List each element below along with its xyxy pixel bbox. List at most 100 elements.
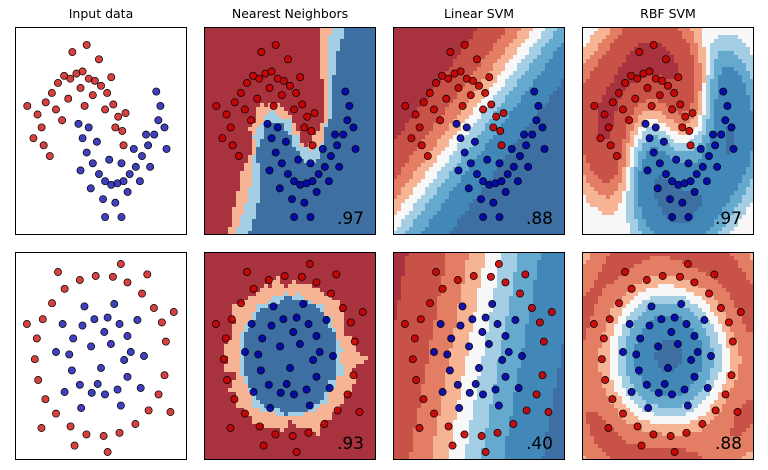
red-point-21 (265, 84, 274, 92)
red-point-8 (267, 67, 276, 76)
blue-point-23 (494, 401, 503, 410)
blue-point-19 (514, 384, 523, 392)
red-point-33 (647, 101, 656, 110)
red-point-29 (415, 424, 424, 432)
data-points (590, 40, 738, 222)
red-point-17 (460, 430, 469, 439)
red-point-17 (39, 141, 48, 150)
data-points (23, 40, 171, 222)
blue-point-5 (479, 177, 488, 186)
blue-point-25 (294, 155, 303, 164)
blue-point-11 (101, 390, 109, 399)
blue-point-0 (315, 348, 324, 356)
blue-point-29 (84, 123, 93, 132)
blue-point-13 (312, 372, 321, 381)
red-point-25 (22, 320, 31, 328)
red-point-28 (166, 408, 175, 416)
red-point-21 (333, 406, 342, 415)
blue-point-1 (267, 134, 276, 143)
red-point-3 (705, 289, 713, 298)
red-point-19 (52, 105, 60, 114)
red-point-22 (466, 91, 475, 100)
data-points (212, 40, 360, 222)
blue-point-30 (290, 213, 299, 222)
data-points (22, 260, 178, 456)
red-point-4 (690, 278, 699, 287)
blue-point-11 (138, 152, 146, 161)
red-point-29 (226, 424, 235, 432)
blue-point-28 (331, 130, 339, 139)
red-point-12 (670, 89, 679, 97)
blue-point-3 (670, 313, 679, 322)
red-point-25 (45, 152, 54, 161)
red-point-31 (688, 109, 697, 118)
blue-point-18 (247, 320, 256, 328)
red-point-8 (60, 284, 69, 293)
red-point-18 (288, 432, 297, 440)
red-point-24 (547, 308, 556, 316)
red-point-12 (481, 89, 490, 97)
red-point-10 (38, 315, 47, 324)
blue-point-15 (87, 342, 96, 351)
blue-point-9 (453, 380, 462, 389)
blue-point-21 (702, 177, 711, 186)
red-point-21 (522, 406, 531, 415)
red-point-15 (430, 409, 438, 418)
blue-point-21 (324, 177, 333, 186)
blue-point-14 (721, 116, 730, 125)
blue-point-5 (456, 321, 465, 330)
blue-point-18 (58, 320, 67, 328)
title-rbf-svm: RBF SVM (640, 6, 696, 21)
blue-point-9 (503, 170, 512, 178)
red-point-16 (119, 141, 128, 150)
red-point-17 (228, 141, 237, 150)
red-point-13 (109, 100, 118, 109)
blue-point-8 (256, 366, 265, 375)
blue-point-26 (117, 159, 126, 168)
red-point-19 (241, 105, 249, 114)
blue-point-1 (456, 134, 465, 143)
red-point-8 (627, 284, 636, 293)
blue-point-18 (625, 320, 634, 328)
red-point-21 (711, 406, 720, 415)
red-point-20 (631, 94, 640, 103)
title-linear-svm: Linear SVM (443, 6, 515, 21)
red-point-21 (454, 84, 463, 92)
red-point-13 (298, 100, 307, 109)
blue-point-16 (643, 166, 652, 175)
red-point-3 (138, 289, 146, 298)
red-point-25 (423, 152, 432, 161)
blue-point-10 (465, 388, 474, 397)
red-point-9 (426, 299, 434, 308)
red-point-16 (444, 422, 453, 431)
red-point-11 (221, 334, 230, 343)
blue-point-13 (528, 130, 537, 139)
red-point-1 (157, 318, 166, 327)
blue-point-0 (641, 119, 650, 128)
red-point-25 (589, 320, 598, 328)
red-point-18 (29, 134, 38, 143)
red-point-11 (664, 81, 672, 90)
blue-point-0 (263, 119, 272, 128)
blue-point-27 (507, 144, 516, 153)
blue-point-2 (649, 148, 658, 157)
red-point-13 (412, 376, 421, 384)
red-point-20 (64, 94, 73, 103)
red-point-18 (666, 432, 675, 440)
blue-point-9 (314, 170, 323, 178)
blue-point-29 (687, 356, 696, 364)
blue-point-12 (491, 385, 500, 394)
blue-point-0 (693, 348, 702, 356)
blue-point-27 (478, 328, 487, 336)
panel-moons-linear-svm: .88 (393, 27, 565, 235)
red-point-25 (234, 152, 243, 161)
blue-point-20 (249, 388, 258, 396)
blue-point-18 (666, 195, 674, 204)
blue-point-23 (349, 123, 358, 132)
blue-point-25 (707, 352, 715, 360)
red-point-12 (219, 355, 228, 364)
red-point-27 (460, 40, 469, 49)
red-point-0 (350, 337, 359, 346)
red-point-22 (532, 390, 541, 399)
blue-point-16 (286, 364, 294, 372)
